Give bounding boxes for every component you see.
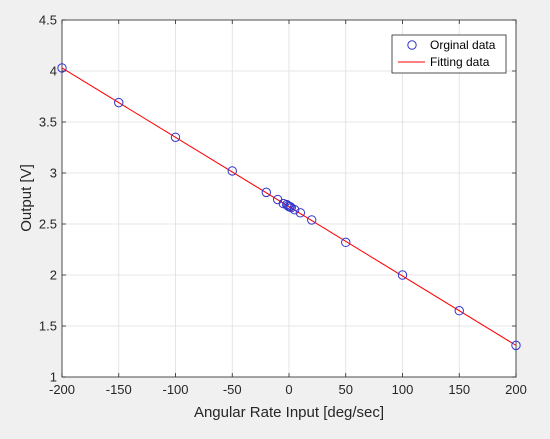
x-tick-label: 0 [285,382,292,397]
y-axis-label: Output [V] [18,164,35,232]
legend-label-original: Orginal data [430,38,496,52]
x-tick-label: 150 [448,382,470,397]
data-point [227,166,237,176]
x-tick-label: 100 [392,382,414,397]
x-tick-label: -150 [106,382,132,397]
y-tick-label: 3 [50,166,57,181]
legend: Orginal data Fitting data [391,34,507,74]
data-point [397,270,408,280]
fit-line-layer [61,67,517,346]
y-tick-label: 1.5 [39,319,57,334]
x-tick-label: -100 [162,382,188,397]
fit-line [61,67,517,346]
legend-marker-original [407,40,417,50]
x-tick-label: 50 [339,382,353,397]
y-tick-label: 4 [50,64,57,79]
x-tick-labels: -200 -150 -100 -50 0 50 100 150 200 [49,382,527,397]
x-tick-label: 200 [505,382,527,397]
y-tick-label: 3.5 [39,115,57,130]
legend-label-fitting: Fitting data [430,55,490,69]
axes [61,19,517,378]
y-tick-label: 2 [50,268,57,283]
marker-layer [57,63,521,351]
y-tick-label: 2.5 [39,217,57,232]
data-point [341,237,351,248]
y-tick-labels: 1 1.5 2 2.5 3 3.5 4 4.5 [39,13,57,385]
x-tick-label: -50 [223,382,242,397]
data-point [289,205,300,215]
data-point [307,215,317,225]
data-point [114,97,124,108]
data-point [261,187,271,198]
y-tick-label: 4.5 [39,13,57,28]
y-tick-label: 1 [50,370,57,385]
data-point [511,340,521,351]
data-point [295,208,306,218]
data-point [57,63,67,73]
data-point [454,306,464,316]
x-tick-label: -200 [49,382,75,397]
x-axis-label: Angular Rate Input [deg/sec] [194,404,384,421]
data-point [170,132,181,143]
